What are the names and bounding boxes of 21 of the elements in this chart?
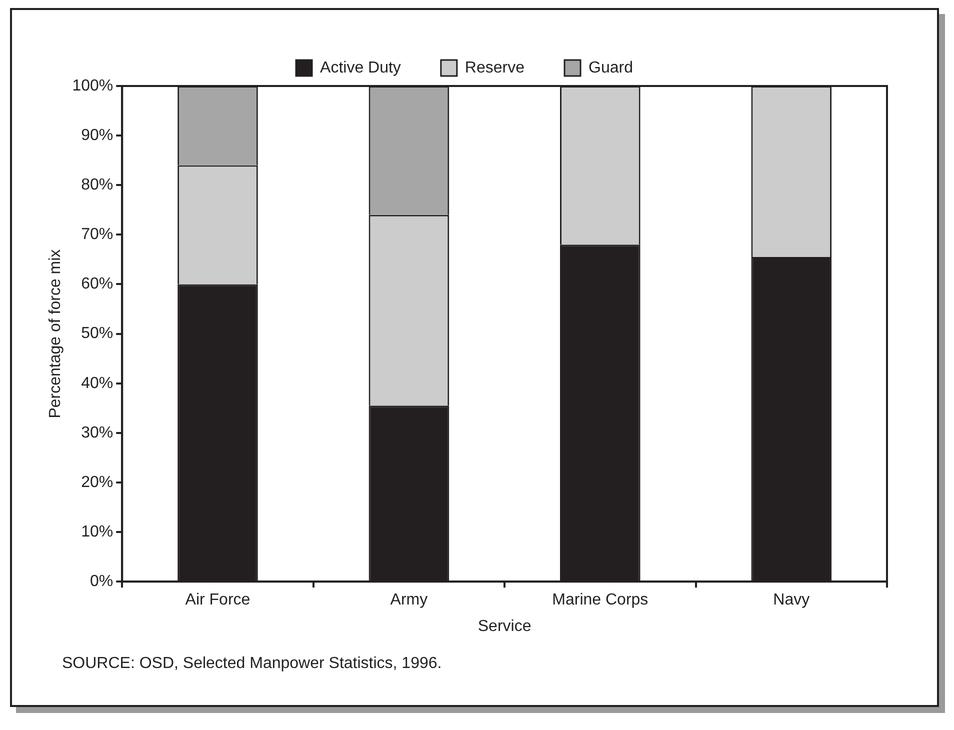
- legend-label: Reserve: [464, 59, 525, 76]
- source-note: SOURCE: OSD, Selected Manpower Statistics, 1996.: [62, 655, 442, 673]
- x-tick-label: Army: [390, 592, 428, 609]
- legend-label: Active Duty: [320, 59, 401, 76]
- y-tick-label: 80%: [81, 176, 114, 194]
- y-tick-label: 90%: [81, 126, 114, 144]
- y-tick-label: 10%: [81, 523, 114, 540]
- x-tick-label: Navy: [773, 592, 810, 609]
- y-tick-label: 70%: [81, 226, 114, 244]
- y-tick-label: 20%: [81, 474, 114, 491]
- y-axis-title: Percentage of force mix: [47, 249, 64, 418]
- x-axis-title: Service: [478, 618, 532, 635]
- y-tick-label: 100%: [72, 77, 114, 94]
- y-tick-label: 40%: [81, 374, 114, 392]
- y-tick-label: 0%: [90, 573, 114, 590]
- x-tick-label: Air Force: [185, 592, 250, 609]
- y-tick-label: 50%: [81, 325, 114, 342]
- y-tick-label: 60%: [81, 276, 114, 293]
- y-tick-label: 30%: [81, 424, 114, 442]
- x-tick-label: Marine Corps: [552, 592, 648, 609]
- legend-label: Guard: [588, 59, 633, 76]
